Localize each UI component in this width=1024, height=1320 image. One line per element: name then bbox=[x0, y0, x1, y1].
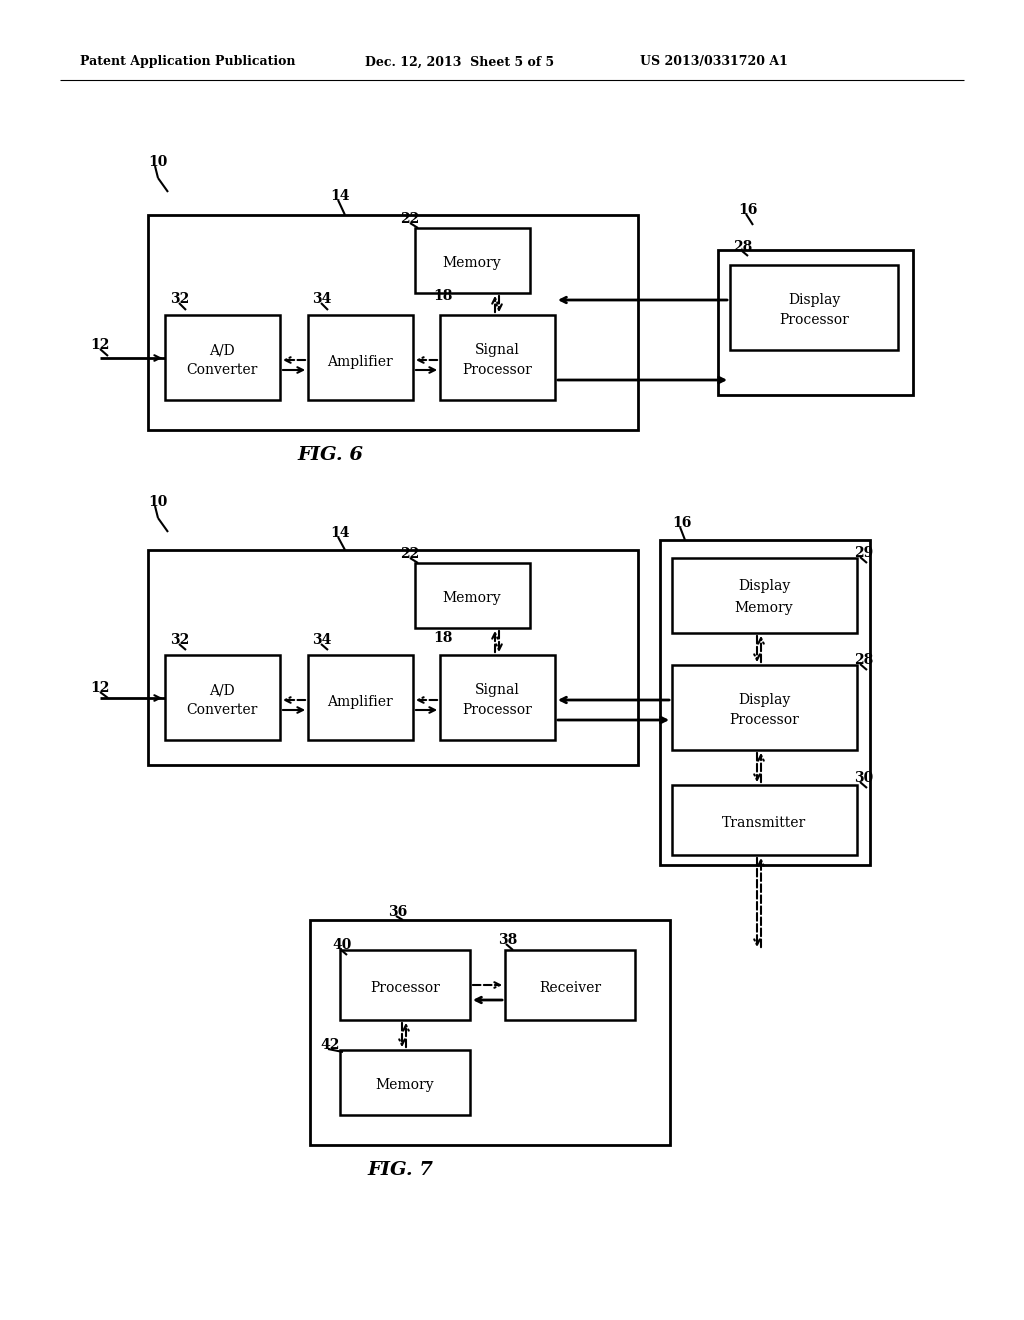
Bar bbox=[440, 315, 555, 400]
Text: Signal: Signal bbox=[474, 682, 519, 697]
Text: 12: 12 bbox=[90, 338, 110, 352]
Bar bbox=[672, 665, 857, 750]
Text: Display: Display bbox=[787, 293, 840, 308]
Text: Processor: Processor bbox=[462, 704, 531, 717]
Text: 34: 34 bbox=[312, 634, 332, 647]
Text: 14: 14 bbox=[330, 525, 349, 540]
Text: 36: 36 bbox=[388, 906, 408, 919]
Text: Patent Application Publication: Patent Application Publication bbox=[80, 55, 296, 69]
Text: Converter: Converter bbox=[186, 363, 258, 378]
Text: 28: 28 bbox=[854, 653, 873, 667]
Text: 30: 30 bbox=[854, 771, 873, 785]
Text: 10: 10 bbox=[148, 154, 167, 169]
Text: Converter: Converter bbox=[186, 704, 258, 717]
Bar bbox=[340, 1049, 470, 1115]
Text: Processor: Processor bbox=[729, 713, 799, 727]
Text: Memory: Memory bbox=[734, 601, 794, 615]
Text: 29: 29 bbox=[854, 546, 873, 560]
Bar bbox=[730, 265, 898, 350]
Text: Processor: Processor bbox=[370, 981, 440, 995]
Text: US 2013/0331720 A1: US 2013/0331720 A1 bbox=[640, 55, 787, 69]
Text: 32: 32 bbox=[170, 634, 189, 647]
Text: 42: 42 bbox=[319, 1038, 339, 1052]
Bar bbox=[165, 315, 280, 400]
Text: 28: 28 bbox=[733, 240, 753, 253]
Text: Processor: Processor bbox=[779, 313, 849, 327]
Text: 10: 10 bbox=[148, 495, 167, 510]
Text: Receiver: Receiver bbox=[539, 981, 601, 995]
Bar bbox=[165, 655, 280, 741]
Text: 22: 22 bbox=[400, 213, 419, 226]
Bar bbox=[308, 655, 413, 741]
Bar bbox=[672, 785, 857, 855]
Text: Dec. 12, 2013  Sheet 5 of 5: Dec. 12, 2013 Sheet 5 of 5 bbox=[365, 55, 554, 69]
Text: 38: 38 bbox=[498, 933, 517, 946]
Text: Memory: Memory bbox=[376, 1078, 434, 1092]
Bar bbox=[148, 215, 638, 430]
Text: Display: Display bbox=[738, 579, 791, 593]
Text: 34: 34 bbox=[312, 292, 332, 306]
Bar bbox=[440, 655, 555, 741]
Text: Amplifier: Amplifier bbox=[327, 696, 393, 709]
Text: Memory: Memory bbox=[442, 591, 502, 605]
Text: 40: 40 bbox=[332, 939, 351, 952]
Text: 12: 12 bbox=[90, 681, 110, 696]
Bar bbox=[672, 558, 857, 634]
Text: A/D: A/D bbox=[209, 343, 234, 356]
Text: Memory: Memory bbox=[442, 256, 502, 271]
Text: 18: 18 bbox=[433, 631, 453, 645]
Text: Display: Display bbox=[738, 693, 791, 708]
Text: 32: 32 bbox=[170, 292, 189, 306]
Text: Processor: Processor bbox=[462, 363, 531, 378]
Text: Signal: Signal bbox=[474, 343, 519, 356]
Bar bbox=[310, 920, 670, 1144]
Bar bbox=[660, 540, 870, 865]
Bar bbox=[148, 550, 638, 766]
Bar bbox=[415, 564, 530, 628]
Text: FIG. 7: FIG. 7 bbox=[367, 1162, 433, 1179]
Bar bbox=[340, 950, 470, 1020]
Text: Transmitter: Transmitter bbox=[722, 816, 806, 830]
Text: 16: 16 bbox=[672, 516, 691, 531]
Bar bbox=[718, 249, 913, 395]
Text: 14: 14 bbox=[330, 189, 349, 203]
Text: A/D: A/D bbox=[209, 682, 234, 697]
Text: Amplifier: Amplifier bbox=[327, 355, 393, 370]
Text: 16: 16 bbox=[738, 203, 758, 216]
Text: FIG. 6: FIG. 6 bbox=[297, 446, 362, 465]
Bar bbox=[505, 950, 635, 1020]
Bar bbox=[415, 228, 530, 293]
Text: 18: 18 bbox=[433, 289, 453, 304]
Bar bbox=[308, 315, 413, 400]
Text: 22: 22 bbox=[400, 546, 419, 561]
